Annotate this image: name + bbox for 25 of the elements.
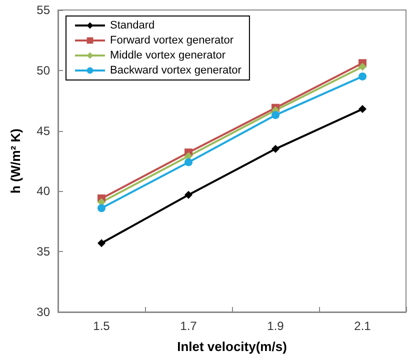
point — [358, 62, 366, 71]
x-tick-label: 1.7 — [180, 319, 198, 333]
x-axis-title: Inlet velocity(m/s) — [177, 339, 287, 354]
y-tick-label: 45 — [36, 124, 50, 138]
y-tick-label: 55 — [36, 3, 50, 17]
y-tick-label: 30 — [36, 305, 50, 319]
point — [272, 144, 280, 153]
point — [272, 111, 280, 120]
point — [184, 190, 192, 199]
point — [184, 158, 192, 166]
legend-label: Middle vortex generator — [110, 50, 226, 62]
point — [358, 72, 366, 80]
point — [98, 204, 106, 212]
x-tick-label: 1.9 — [267, 319, 284, 333]
y-tick-label: 50 — [36, 63, 50, 78]
point — [98, 239, 106, 248]
legend-label: Forward vortex generator — [110, 34, 234, 46]
y-tick-label: 40 — [36, 184, 50, 198]
x-tick-label: 2.1 — [354, 319, 372, 333]
y-tick-label: 35 — [36, 244, 50, 259]
x-tick-label: 1.5 — [93, 319, 110, 333]
point — [358, 105, 366, 114]
y-axis-title: h (W/m² K) — [8, 128, 23, 194]
legend-label: Backward vortex generator — [110, 64, 242, 76]
legend-label: Standard — [110, 20, 155, 32]
